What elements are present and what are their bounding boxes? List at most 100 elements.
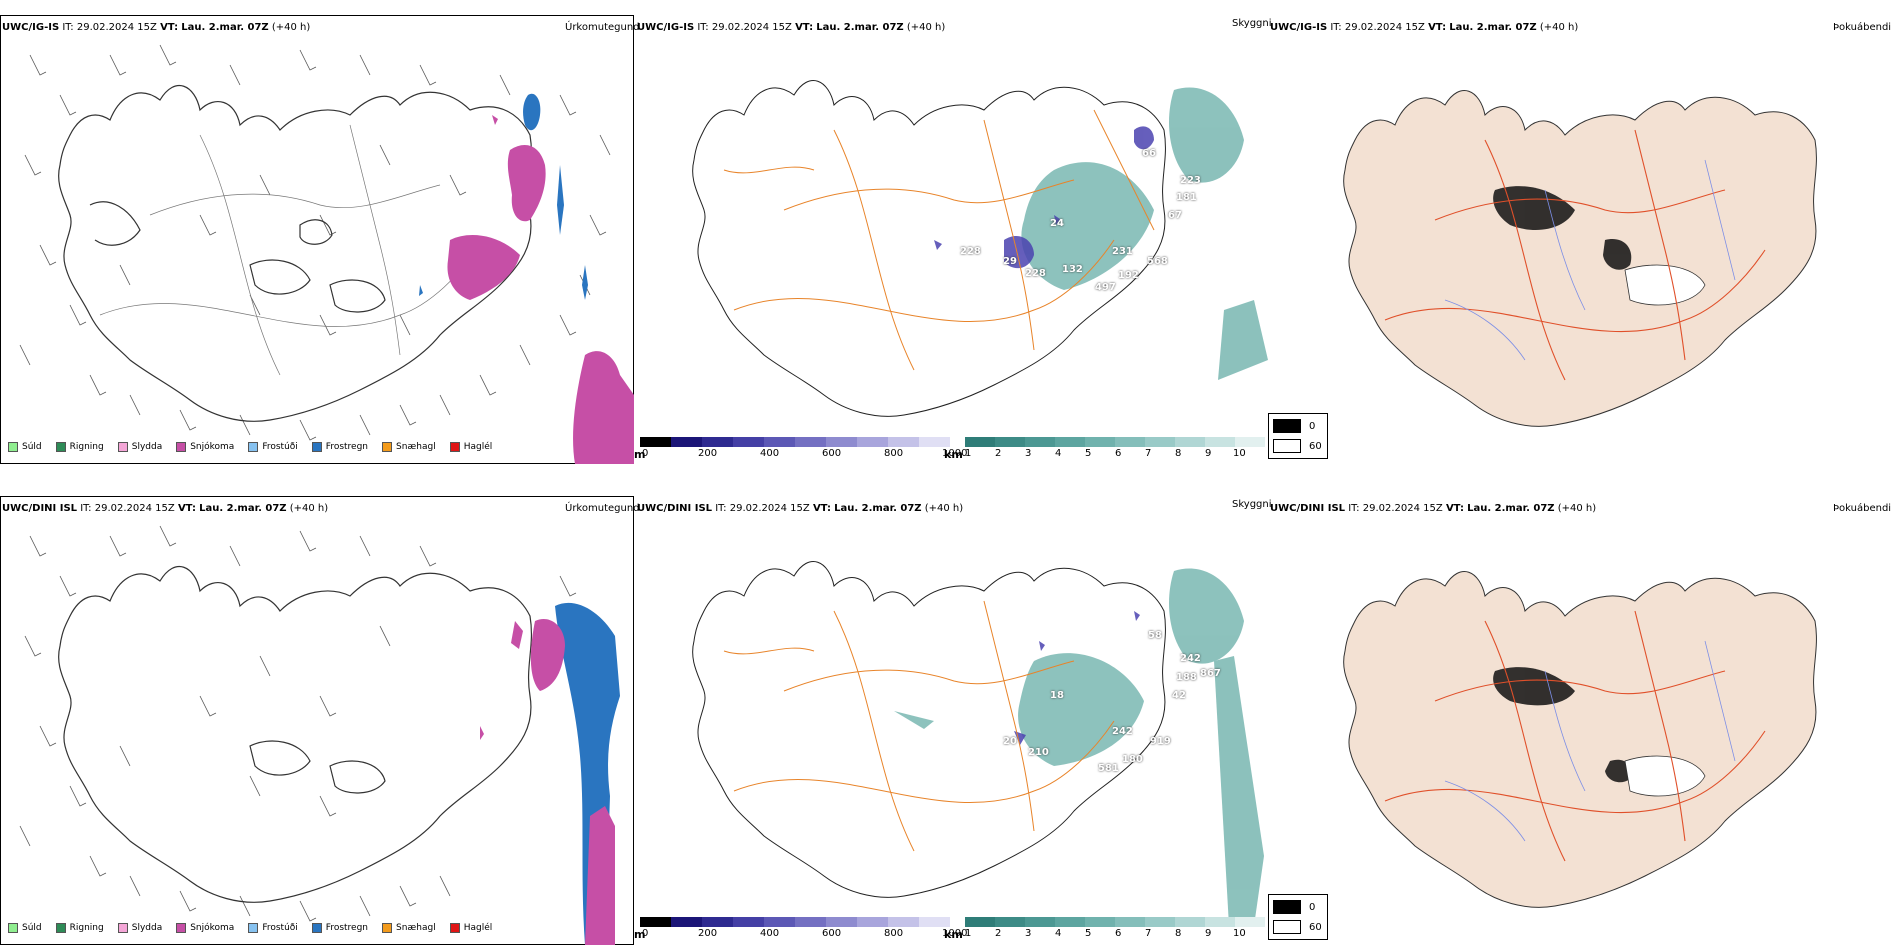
legend-item-sudl: Súld [8,442,42,452]
wind-barbs [19,44,611,441]
visibility-value-label: 919 [1150,736,1171,747]
legend-item-snjokoma-2: Snjókoma [176,923,234,933]
visibility-value-label: 42 [1172,690,1186,701]
legend-item-frostregn: Frostregn [311,442,368,452]
fog-land-2 [1343,571,1817,908]
legend-item-slydda: Slydda [117,442,162,452]
visibility-colorbar-1 [965,437,1265,447]
panel-title-2-1: Úrkomutegund [565,503,640,514]
visibility-value-label: 181 [1176,192,1197,203]
precip-map-1 [19,44,634,464]
visibility-unit-1: km [944,448,963,461]
legend-item-snaehagl: Snæhagl [382,442,436,452]
teal-visibility-areas-2 [894,568,1264,926]
snow-areas-2 [480,618,615,945]
cloud-base-areas [934,126,1154,269]
panel-header-2-1: UWC/DINI ISL IT: 29.02.2024 15Z VT: Lau.… [2,503,329,514]
visibility-value-label: 20 [1003,736,1017,747]
fog-white-areas-2 [1624,755,1706,797]
legend-item-frostudi-2: Frostúði [248,923,298,933]
visibility-ticks-1: 1 2 3 4 5 6 7 8 9 10 [965,448,1246,459]
legend-item-rigning: Rigning [55,442,104,452]
fog-legend-item-0-r2: 0 [1273,900,1315,914]
cloud-base-colorbar-2 [640,917,950,927]
visibility-map-2 [692,561,1264,926]
cloud-base-colorbar-1 [640,437,950,447]
visibility-value-label: 29 [1003,256,1017,267]
precip-map-frame-1 [0,15,634,464]
teal-visibility-areas [1021,87,1268,380]
panel-header-2-2: UWC/DINI ISL IT: 29.02.2024 15Z VT: Lau.… [637,503,964,514]
visibility-value-label: 24 [1050,218,1064,229]
panel-header-1-1: UWC/IG-IS IT: 29.02.2024 15Z VT: Lau. 2.… [2,22,311,33]
visibility-ticks-2: 1 2 3 4 5 6 7 8 9 10 [965,928,1246,939]
panel-title-2-2: Skyggni [1232,499,1272,510]
cloud-base-ticks-2: 0 200 400 600 800 1000 [642,928,968,939]
visibility-value-label: 18 [1050,690,1064,701]
roads-orange-2 [723,600,1115,852]
legend-item-snjokoma: Snjókoma [176,442,234,452]
fog-legend-item-60-r1: 60 [1273,439,1322,453]
cloud-base-unit-2: m [634,928,646,941]
iceland-outline [58,85,533,422]
legend-item-haglel-2: Haglél [449,923,492,933]
freezing-rain-areas [419,93,588,300]
visibility-value-label: 581 [1098,763,1119,774]
fog-map-2 [1343,571,1817,908]
visibility-value-label: 228 [1025,268,1046,279]
visibility-value-label: 188 [1176,672,1197,683]
wind-barbs-2 [19,525,577,922]
legend-item-frostregn-2: Frostregn [311,923,368,933]
legend-item-slydda-2: Slydda [117,923,162,933]
visibility-value-label: 568 [1147,256,1168,267]
fog-roads [1384,129,1766,381]
visibility-value-label: 223 [1180,175,1201,186]
fog-legend-item-60-r2: 60 [1273,920,1322,934]
visibility-value-label: 497 [1095,282,1116,293]
visibility-value-label: 132 [1062,264,1083,275]
visibility-value-label: 242 [1112,726,1133,737]
precip-map-frame-2 [0,496,634,945]
iceland-outline-r2 [58,566,533,903]
panel-title-1-1: Úrkomutegund [565,22,640,33]
panel-header-1-2: UWC/IG-IS IT: 29.02.2024 15Z VT: Lau. 2.… [637,22,946,33]
fog-map-1 [1343,90,1817,427]
legend-item-snaehagl-2: Snæhagl [382,923,436,933]
visibility-value-label: 231 [1112,246,1133,257]
fog-land-1 [1343,90,1817,427]
visibility-value-label: 66 [1142,148,1156,159]
legend-item-haglel: Haglél [449,442,492,452]
visibility-value-label: 210 [1028,747,1049,758]
fog-roads-2 [1384,610,1766,862]
visibility-value-label: 58 [1148,630,1162,641]
visibility-value-label: 67 [1168,210,1182,221]
fog-white-areas [1624,264,1706,306]
legend-item-rigning-2: Rigning [55,923,104,933]
fog-legend-item-0-r1: 0 [1273,419,1315,433]
precip-map-2 [19,525,620,945]
visibility-map-1 [692,80,1268,417]
visibility-colorbar-2 [965,917,1265,927]
precip-legend-1: Súld Rigning Slydda Snjókoma Frostúði Fr… [8,442,506,452]
visibility-value-label: 192 [1118,270,1139,281]
cloud-base-unit-1: m [634,448,646,461]
visibility-value-label: 867 [1200,668,1221,679]
legend-item-sudl-2: Súld [8,923,42,933]
legend-item-frostudi: Frostúði [248,442,298,452]
panel-header-1-3: UWC/IG-IS IT: 29.02.2024 15Z VT: Lau. 2.… [1270,22,1579,33]
visibility-value-label: 228 [960,246,981,257]
panel-title-1-2: Skyggni [1232,18,1272,29]
visibility-value-label: 242 [1180,653,1201,664]
precip-legend-2: Súld Rigning Slydda Snjókoma Frostúði Fr… [8,923,506,933]
visibility-value-label: 180 [1122,754,1143,765]
panel-title-1-3: Þokuábendi [1833,22,1892,33]
iceland-outline-2 [692,80,1166,417]
snow-areas [447,115,634,464]
cloud-base-ticks-1: 0 200 400 600 800 1000 [642,448,968,459]
fog-dark-areas [1493,186,1632,270]
visibility-unit-2: km [944,928,963,941]
panel-title-2-3: Þokuábendi [1833,503,1892,514]
roads-orange [723,109,1155,371]
fog-rivers [1444,159,1736,361]
roads [99,124,481,376]
